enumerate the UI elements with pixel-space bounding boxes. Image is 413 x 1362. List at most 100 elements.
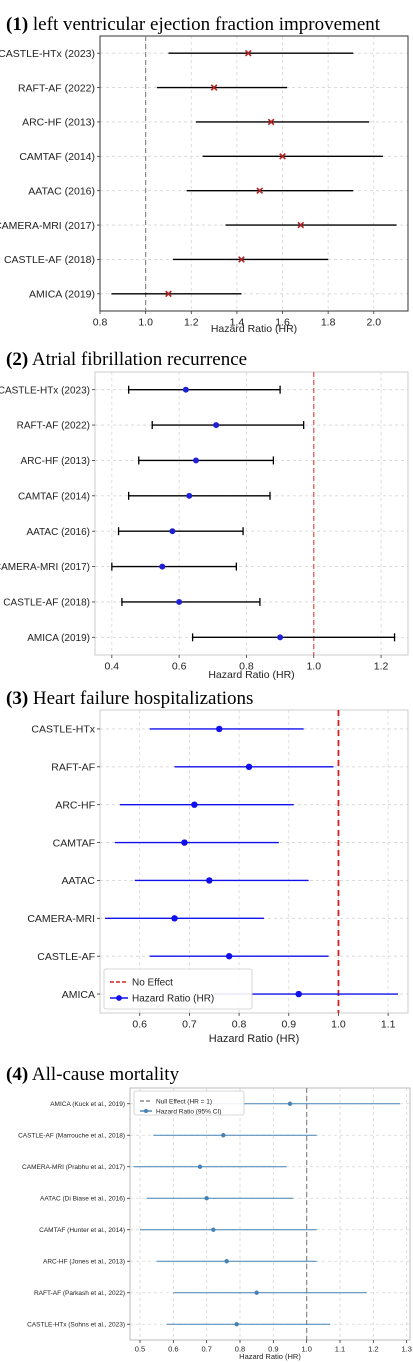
plot-frame (94, 371, 409, 656)
x-tick-label: 1.2 (374, 661, 389, 673)
hr-point (297, 221, 305, 229)
svg-text:(3) Heart failure hospitalizat: (3) Heart failure hospitalizations (6, 688, 253, 709)
plot-frame (129, 1087, 411, 1341)
study-label: CAMERA-MRI (27, 913, 95, 925)
study-label: ARC-HF (Jones et al., 2013) (43, 1259, 125, 1266)
hr-point (279, 152, 286, 160)
x-tick-label: 0.7 (201, 1345, 211, 1354)
study-label: ARC-HF (55, 799, 95, 811)
legend-swatch-hr-point (116, 995, 122, 1001)
hr-point (210, 84, 218, 91)
hr-point (169, 528, 176, 535)
study-label: RAFT-AF (2022) (17, 421, 90, 432)
x-tick-label: 0.5 (135, 1345, 145, 1354)
x-tick-label: 1.4 (230, 317, 245, 329)
x-tick-label: 1.6 (275, 317, 290, 329)
x-tick-label: 0.8 (93, 317, 108, 329)
x-axis-label: Hazard Ratio (HR) (211, 323, 297, 335)
study-label: CAMERA-MRI (Prabhu et al., 2017) (22, 1164, 125, 1171)
study-label: CASTLE-AF (2018) (4, 254, 95, 266)
x-tick-label: 1.8 (321, 317, 336, 329)
forest-plot-hf-hospitalization: (3) Heart failure hospitalizations 0.6 0.… (6, 688, 409, 1045)
study-label: AMICA (2019) (29, 289, 95, 301)
hr-point (206, 877, 213, 884)
legend: No Effect Hazard Ratio (HR) (103, 968, 253, 1010)
hr-point (245, 763, 253, 771)
study-label: CASTLE-AF (37, 951, 95, 963)
plot-frame (99, 35, 409, 312)
hr-point (191, 801, 198, 808)
x-tick-label: 0.7 (182, 1019, 197, 1031)
forest-plot-lvef: (1) left ventricular ejection fraction i… (0, 14, 409, 335)
x-tick-label: 0.4 (105, 661, 120, 673)
study-label: RAFT-AF (2022) (18, 82, 95, 94)
legend-label: Null Effect (HR = 1) (156, 1098, 212, 1105)
study-label: CAMERA-MRI (2017) (0, 562, 90, 573)
study-label: CASTLE-HTx (Sohns et al., 2023) (27, 1322, 125, 1329)
study-label: CASTLE-HTx (31, 724, 95, 736)
x-axis-label: Hazard Ratio (HR) (239, 1352, 301, 1361)
hr-point (211, 1227, 216, 1232)
x-tick-label: 0.8 (239, 661, 254, 673)
study-label: CAMTAF (53, 837, 95, 849)
svg-text:(1) left ventricular ejection: (1) left ventricular ejection fraction i… (6, 14, 381, 35)
x-tick-label: 1.3 (401, 1345, 411, 1354)
hr-point (181, 839, 188, 846)
hr-point (254, 1290, 259, 1295)
x-tick-label: 2.0 (366, 317, 381, 329)
study-label: AATAC (2016) (26, 527, 90, 538)
hr-point (224, 1259, 229, 1264)
x-tick-label: 0.6 (168, 1345, 178, 1354)
x-tick-label: 0.8 (232, 1019, 247, 1031)
hr-point (256, 187, 264, 195)
x-tick-label: 1.2 (184, 317, 199, 329)
x-tick-label: 1.0 (331, 1019, 346, 1031)
forest-plot-af-recurrence: (2) Atrial fibrillation recurrence 0.4 0.… (0, 349, 409, 680)
panel-number: (1) (6, 14, 28, 35)
legend-swatch-hr-point (144, 1109, 148, 1113)
x-tick-label: 1.1 (381, 1019, 396, 1031)
hr-point (295, 990, 302, 998)
study-label: ARC-HF (2013) (22, 117, 95, 129)
hr-point (213, 422, 220, 429)
study-label: CASTLE-HTx (2023) (0, 48, 95, 60)
hr-point (225, 952, 233, 960)
chart-title: Atrial fibrillation recurrence (32, 349, 247, 370)
legend: Null Effect (HR = 1) Hazard Ratio (95% CI… (133, 1090, 245, 1116)
svg-text:(4) All-cause mortality: (4) All-cause mortality (6, 1064, 180, 1085)
study-label: AMICA (Kuck et al., 2019) (50, 1101, 125, 1108)
hr-point (176, 598, 183, 605)
legend-box (103, 968, 253, 1010)
forest-plot-mortality: (4) All-cause mortality 0.5 0.6 0.7 0.8 0.9 1… (6, 1064, 412, 1361)
x-tick-label: 1.2 (368, 1345, 378, 1354)
hr-point (197, 1164, 203, 1169)
hr-point (216, 725, 223, 733)
plot-frame (99, 709, 409, 1014)
chart-title: Heart failure hospitalizations (33, 688, 254, 709)
study-label: CASTLE-HTx (2023) (0, 385, 90, 396)
study-label: CAMTAF (2014) (18, 491, 90, 502)
study-label: CAMTAF (Hunter et al., 2014) (39, 1227, 125, 1234)
study-label: AATAC (62, 875, 96, 887)
x-axis-label: Hazard Ratio (HR) (209, 1033, 299, 1045)
panel-number: (3) (6, 688, 28, 709)
study-label: RAFT-AF (51, 762, 95, 774)
x-tick-label: 0.6 (172, 661, 187, 673)
legend-label: No Effect (132, 978, 173, 989)
chart-title: left ventricular ejection fraction impro… (33, 14, 381, 35)
hr-point (171, 915, 178, 922)
x-tick-label: 0.9 (268, 1345, 278, 1354)
svg-text:(2) Atrial fibrillation recurr: (2) Atrial fibrillation recurrence (6, 349, 247, 370)
hr-point (204, 1196, 209, 1201)
hr-point (287, 1101, 293, 1106)
study-label: CAMTAF (2014) (19, 151, 95, 163)
legend-box (133, 1090, 245, 1116)
x-tick-label: 0.6 (132, 1019, 147, 1031)
study-label: CAMERA-MRI (2017) (0, 220, 95, 232)
hr-point (267, 118, 275, 126)
x-tick-label: 0.8 (235, 1345, 245, 1354)
hr-point (182, 386, 189, 393)
study-label: AATAC (2016) (28, 185, 95, 197)
study-label: RAFT-AF (Parkash et al., 2022) (34, 1290, 125, 1297)
study-label: ARC-HF (2013) (21, 456, 90, 467)
